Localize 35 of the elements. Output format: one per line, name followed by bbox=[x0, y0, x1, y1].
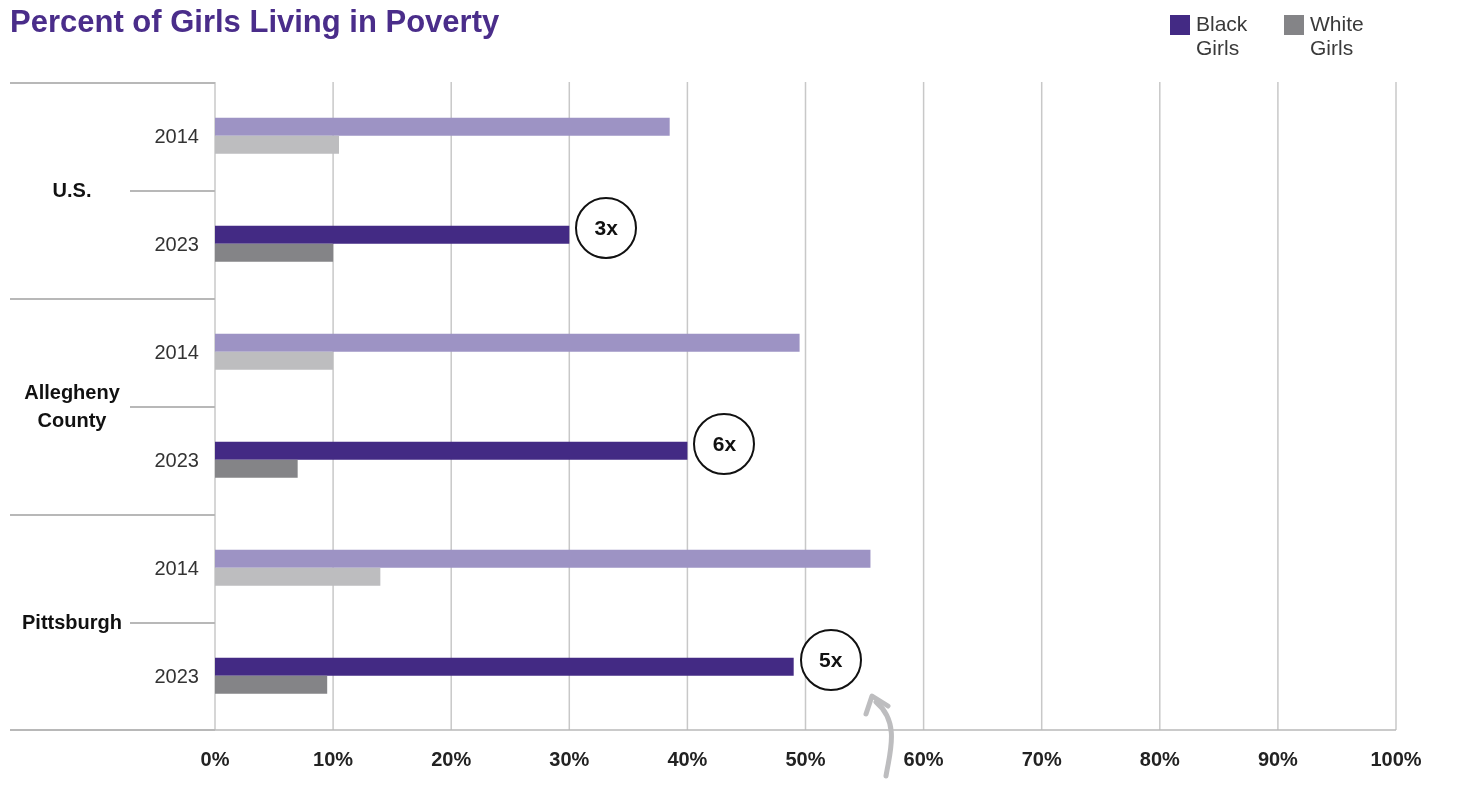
x-tick-label: 90% bbox=[1257, 748, 1299, 771]
y-tick-label: 2023 bbox=[154, 233, 199, 256]
x-tick-label: 60% bbox=[903, 748, 944, 771]
text: U.S. bbox=[51, 178, 93, 203]
y-tick-label: 2023 bbox=[154, 449, 199, 472]
x-tick-label: 20% bbox=[431, 748, 472, 771]
text: Allegheny County bbox=[23, 381, 121, 431]
bar bbox=[215, 333, 800, 352]
x-tick-label: 70% bbox=[1021, 748, 1062, 771]
x-tick-label: 30% bbox=[549, 748, 590, 771]
x-tick-label: 0% bbox=[200, 748, 230, 771]
annotation: 3x bbox=[575, 196, 638, 259]
bar bbox=[215, 117, 670, 136]
bar bbox=[215, 441, 688, 460]
y-tick-label: 2014 bbox=[154, 341, 199, 364]
x-tick-label: 80% bbox=[1139, 748, 1181, 771]
bar bbox=[215, 225, 570, 244]
y-tick-label: 2023 bbox=[154, 665, 199, 688]
bar bbox=[215, 243, 334, 262]
y-tick-label: 2014 bbox=[154, 557, 199, 580]
x-tick-label: 100% bbox=[1370, 748, 1422, 771]
bar bbox=[215, 549, 871, 568]
chart-title: Percent of Girls Living in Poverty bbox=[10, 4, 500, 40]
annotation: 5x bbox=[799, 628, 862, 691]
bar bbox=[215, 459, 298, 478]
x-tick-label: 10% bbox=[313, 748, 354, 771]
bar bbox=[215, 657, 794, 676]
text: Pittsburgh bbox=[21, 610, 123, 635]
y-tick-label: 2014 bbox=[154, 125, 199, 148]
legend-label: Black Girls bbox=[1196, 12, 1249, 60]
bar bbox=[215, 675, 328, 694]
x-tick-label: 50% bbox=[785, 748, 826, 771]
x-tick-label: 40% bbox=[667, 748, 708, 771]
annotation: 6x bbox=[693, 412, 756, 475]
legend-label: White Girls bbox=[1310, 12, 1365, 60]
